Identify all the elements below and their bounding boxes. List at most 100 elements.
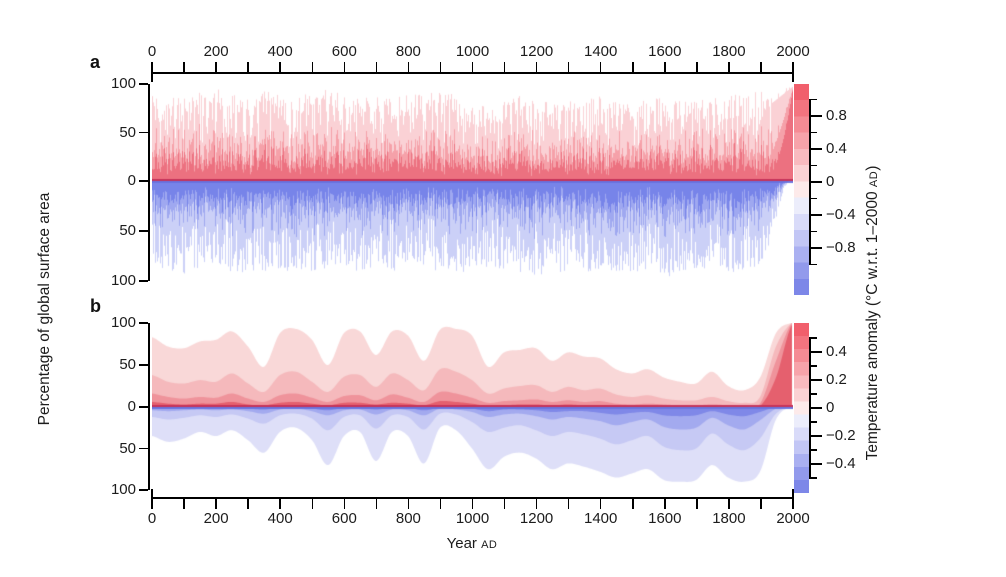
top-axis-tick: [567, 62, 570, 72]
bottom-axis-tick: [567, 499, 570, 509]
y-axis-label: Percentage of global surface area: [36, 192, 53, 426]
bottom-axis-tick: [599, 499, 602, 509]
panel-a-y-axis-tick: [139, 131, 148, 134]
colorbar-a-tick: [809, 148, 822, 150]
bottom-axis-tick: [279, 499, 281, 509]
bottom-axis-tick-label: 0: [147, 510, 157, 527]
colorbar-label-ad-smallcaps: AD: [868, 170, 880, 188]
top-axis-tick: [535, 62, 538, 72]
panel-a-y-axis-tick: [139, 180, 148, 182]
top-axis-tick: [215, 62, 217, 72]
bottom-axis-tick-label: 400: [267, 510, 293, 527]
panel-b-y-axis-tick: [139, 489, 148, 491]
colorbar-b-tick-label: 0.4: [826, 343, 847, 360]
top-axis-tick: [439, 62, 442, 72]
bottom-axis-line: [151, 497, 794, 499]
top-axis-tick: [279, 62, 281, 72]
top-axis-tick: [183, 62, 185, 72]
bottom-axis-tick: [471, 499, 474, 509]
panel-a-y-axis-line: [148, 84, 150, 281]
top-axis-tick-label: 1400: [584, 43, 618, 60]
colorbar-b-tick: [809, 449, 817, 451]
panel-b-plot-canvas: [152, 323, 793, 490]
bottom-axis-tick-label: 1800: [712, 510, 746, 527]
bottom-axis-tick-label: 1400: [584, 510, 618, 527]
colorbar-b-tick: [809, 477, 817, 479]
bottom-axis-tick: [760, 499, 762, 509]
panel-a-y-axis-tick: [139, 280, 148, 282]
bottom-axis-tick: [439, 499, 442, 509]
colorbar-label: Temperature anomaly (°C w.r.t. 1–2000 AD…: [864, 166, 882, 461]
bottom-axis-tick: [311, 499, 313, 509]
panel-b-y-axis-tick: [139, 364, 148, 366]
panel-b-y-axis-tick-label: 50: [119, 439, 136, 457]
top-axis-tick-label: 800: [395, 43, 421, 60]
panel-a-plot-canvas: [152, 84, 793, 281]
top-axis-tick: [343, 62, 346, 72]
panel-b-y-axis-tick: [139, 447, 148, 450]
panel-b-y-axis-tick-label: 50: [119, 356, 136, 373]
top-axis-end-cap: [151, 74, 153, 82]
top-axis-tick-label: 0: [147, 43, 157, 60]
colorbar-label-close-paren: ): [864, 165, 881, 171]
top-axis-tick: [503, 62, 506, 72]
top-axis-tick: [760, 62, 762, 72]
colorbar-b-tick: [809, 379, 822, 381]
panel-a-letter: a: [90, 52, 101, 72]
top-axis-tick-label: 400: [267, 43, 293, 60]
colorbar-a-tick-label: 0.4: [826, 140, 847, 157]
bottom-axis-tick: [632, 499, 634, 509]
panel-a-y-axis-tick-label: 100: [110, 75, 136, 92]
panel-b-y-axis-tick-label: 100: [110, 314, 136, 331]
top-axis-tick: [696, 62, 698, 72]
x-axis-label-ad-smallcaps: AD: [481, 539, 498, 551]
colorbar-b-tick-label: 0: [826, 399, 835, 416]
colorbar-b-tick-label: 0.2: [826, 371, 847, 388]
bottom-axis-tick-label: 2000: [776, 510, 810, 527]
bottom-axis-tick-label: 1000: [455, 510, 490, 527]
panel-a-y-axis-tick: [139, 230, 148, 232]
bottom-axis-tick: [343, 499, 346, 509]
colorbar-b-tick-label: −0.2: [826, 427, 856, 444]
bottom-axis-tick: [503, 499, 506, 509]
colorbar-a-tick: [809, 164, 817, 167]
colorbar-b-tick: [809, 351, 822, 353]
colorbar-a-tick: [809, 115, 822, 117]
bottom-axis-tick-label: 800: [395, 510, 421, 527]
bottom-axis-tick: [664, 499, 666, 509]
top-axis-tick-label: 1200: [519, 43, 554, 60]
top-axis-tick: [151, 62, 153, 72]
colorbar-a-gradient: [794, 84, 809, 295]
colorbar-a-tick: [809, 98, 817, 101]
colorbar-b-tick: [809, 421, 817, 423]
panel-b-y-axis-line: [148, 323, 150, 490]
top-axis-tick-label: 2000: [776, 43, 810, 60]
bottom-axis-tick: [247, 499, 249, 509]
top-axis-end-cap: [792, 74, 794, 82]
bottom-axis-end-cap: [151, 489, 153, 497]
bottom-axis-tick: [696, 499, 698, 509]
colorbar-a-tick-label: 0.8: [826, 107, 847, 124]
panel-b-y-axis-tick-label: 100: [110, 481, 136, 498]
top-axis-tick-label: 200: [203, 43, 229, 60]
top-axis-tick-label: 1600: [648, 43, 682, 60]
colorbar-a-tick: [809, 247, 822, 249]
bottom-axis-tick-label: 600: [331, 510, 357, 527]
top-axis-tick: [728, 62, 730, 72]
bottom-axis-end-cap: [792, 489, 794, 497]
colorbar-b-tick: [809, 407, 822, 409]
panel-b-y-axis-tick: [139, 322, 148, 324]
top-axis-tick: [247, 62, 249, 72]
colorbar-b-tick: [809, 393, 817, 395]
colorbar-b-gradient: [794, 323, 809, 493]
panel-a-y-axis-tick-label: 50: [119, 123, 136, 141]
colorbar-label-text: Temperature anomaly (°C w.r.t. 1–2000: [864, 187, 881, 461]
top-axis-tick-label: 1000: [455, 43, 490, 60]
x-axis-label: Year AD: [422, 536, 522, 553]
panel-a-y-axis-tick-label: 100: [110, 272, 136, 289]
panel-b-y-axis-tick-label: 0: [127, 398, 136, 415]
colorbar-a-tick-label: 0: [826, 173, 835, 190]
top-axis-tick: [632, 62, 634, 72]
colorbar-b-tick-label: −0.4: [826, 455, 856, 472]
